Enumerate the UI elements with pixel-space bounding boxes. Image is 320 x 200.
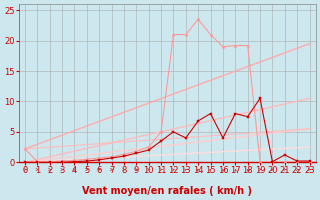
X-axis label: Vent moyen/en rafales ( km/h ): Vent moyen/en rafales ( km/h ) (82, 186, 252, 196)
